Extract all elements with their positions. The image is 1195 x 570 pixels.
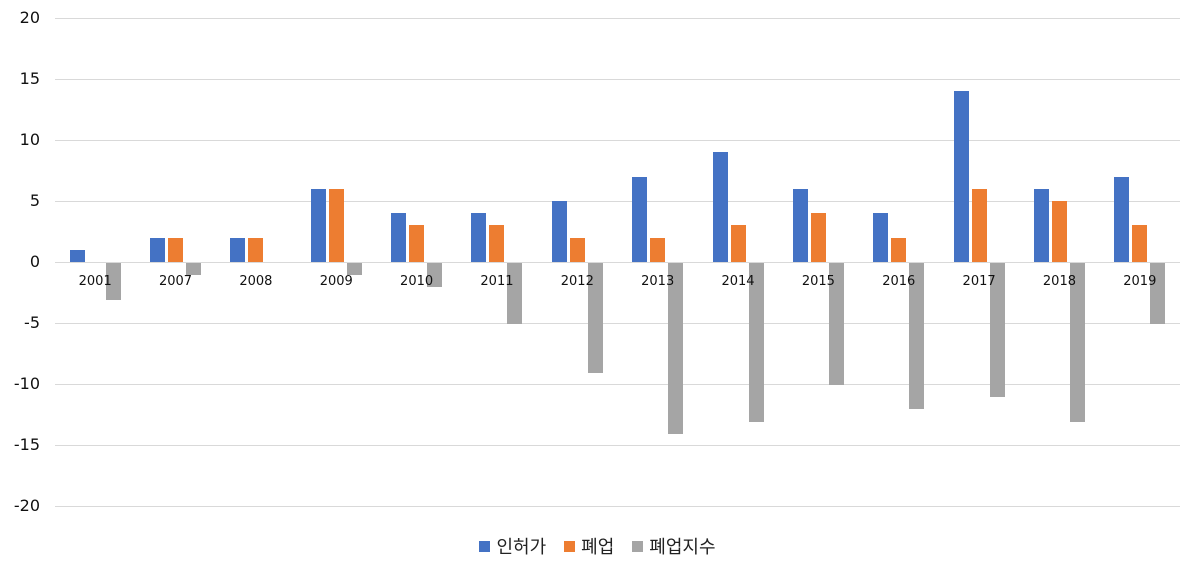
x-tick-label: 2009 [319,274,353,289]
x-tick-label: 2015 [801,274,835,289]
y-tick-label: 10 [19,130,40,149]
bar-폐업지수-2019 [1150,263,1166,324]
y-tick-label: 15 [19,69,40,88]
bar-폐업지수-2010 [427,263,443,288]
legend-label: 인허가 [496,537,547,558]
legend-swatch-icon [632,540,644,552]
y-tick-label: -20 [13,496,40,515]
bar-인허가-2019 [1114,176,1130,262]
x-tick-label: 2014 [721,274,755,289]
bar-인허가-2010 [391,213,407,262]
gridline [55,323,1180,324]
x-tick-label: 2018 [1042,274,1076,289]
legend-item: 인허가 [479,533,546,559]
y-tick-label: 0 [29,252,40,271]
gridline [55,79,1180,80]
bar-인허가-2001 [69,249,85,262]
bar-폐업-2018 [1051,201,1067,262]
bar-폐업-2009 [328,188,344,262]
gridline [55,18,1180,19]
bar-폐업-2016 [891,237,907,262]
bar-폐업지수-2015 [828,263,844,385]
x-tick-label: 2012 [560,274,594,289]
bar-폐업-2015 [810,213,826,262]
bar-인허가-2011 [471,213,487,262]
bar-폐업-2012 [569,237,585,262]
gridline [55,506,1180,507]
bar-폐업지수-2009 [346,263,362,276]
gridline [55,201,1180,202]
legend-swatch-icon [564,540,576,552]
bar-폐업지수-2014 [748,263,764,422]
legend-swatch-icon [479,540,491,552]
x-tick-label: 2016 [882,274,916,289]
bar-폐업-2017 [971,188,987,262]
legend: 인허가 폐업 폐업지수 [0,533,1195,559]
x-tick-label: 2001 [78,274,112,289]
legend-item: 폐업 [564,533,614,559]
x-tick-label: 2017 [962,274,996,289]
y-tick-label: -5 [24,313,40,332]
y-tick-label: 20 [19,8,40,27]
gridline [55,262,1180,263]
y-tick-label: -10 [13,374,40,393]
bar-인허가-2009 [310,188,326,262]
y-tick-label: -15 [13,435,40,454]
legend-label: 폐업지수 [649,537,716,558]
bar-폐업-2007 [168,237,184,262]
x-tick-label: 2008 [239,274,273,289]
bar-인허가-2008 [230,237,246,262]
bar-폐업-2010 [409,225,425,262]
bar-폐업-2011 [489,225,505,262]
bar-폐업지수-2016 [909,263,925,410]
legend-item: 폐업지수 [632,533,716,559]
bar-폐업지수-2018 [1069,263,1085,422]
bar-폐업지수-2012 [587,263,603,373]
bar-인허가-2007 [150,237,166,262]
bar-폐업지수-2013 [668,263,684,434]
gridline [55,445,1180,446]
x-tick-label: 2007 [158,274,193,289]
bar-인허가-2013 [632,176,648,262]
x-tick-label: 2019 [1123,274,1157,289]
x-tick-label: 2011 [480,274,514,289]
bar-인허가-2012 [551,201,567,262]
gridline [55,140,1180,141]
y-tick-label: 5 [29,191,40,210]
bar-인허가-2014 [712,152,728,262]
bar-인허가-2017 [953,91,969,262]
bar-폐업지수-2007 [186,263,202,276]
bar-폐업지수-2011 [507,263,523,324]
bar-폐업-2008 [248,237,264,262]
x-tick-label: 2010 [400,274,434,289]
legend-label: 폐업 [581,537,615,558]
bar-인허가-2018 [1033,188,1049,262]
bar-폐업지수-2001 [105,263,121,300]
bar-폐업-2013 [650,237,666,262]
bar-인허가-2016 [873,213,889,262]
bar-폐업-2014 [730,225,746,262]
gridline [55,384,1180,385]
x-tick-label: 2013 [641,274,675,289]
bar-폐업지수-2017 [989,263,1005,398]
bar-인허가-2015 [792,188,808,262]
bar-폐업-2019 [1132,225,1148,262]
